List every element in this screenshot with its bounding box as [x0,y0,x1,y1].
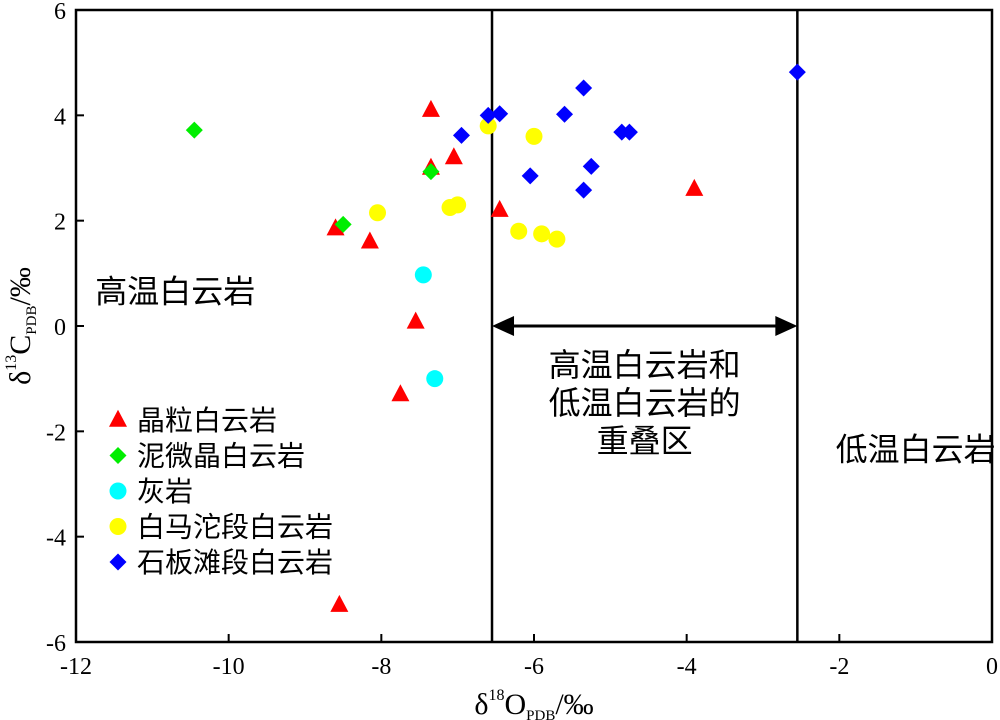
data-point-diamond [334,215,352,233]
data-point-circle [414,266,432,284]
x-axis-title-sub: PDB [526,708,555,720]
region-label-line: 高温白云岩和 [549,346,741,384]
data-point-diamond [491,105,509,123]
y-axis-title: δ13CPDB/‰ [3,267,40,385]
x-axis-title-unit: /‰ [555,688,593,720]
region-label-line: 高温白云岩 [95,272,255,310]
y-tick-label: -4 [46,526,66,552]
y-tick-label: -6 [46,631,66,657]
y-axis-title-sup: 13 [3,355,20,371]
data-point-triangle [391,384,410,402]
x-axis-title-main: O [504,688,526,720]
data-point-triangle [421,99,440,117]
y-tick-label: 0 [54,315,66,341]
data-point-diamond [575,79,593,97]
data-point-triangle [326,218,345,236]
x-tick-label: -6 [524,654,544,680]
data-point-circle [533,225,551,243]
data-point-circle [369,204,387,222]
x-tick-label: -8 [371,654,391,680]
data-point-diamond [422,163,440,181]
legend-label-5: 石板滩段白云岩 [137,546,333,579]
data-point-triangle [406,311,425,329]
x-axis-ticks: -12 -10 -8 -6 -4 -2 0 [60,634,998,680]
y-tick-label: 2 [54,210,66,236]
legend-marker-3 [109,482,127,500]
region-label-line: 重叠区 [597,422,693,460]
x-tick-label: -4 [677,654,697,680]
region-label-1: 高温白云岩 [95,272,255,310]
data-point-circle [479,117,497,135]
legend-marker-1 [109,409,127,427]
y-axis-title-sub: PDB [24,306,40,335]
data-point-diamond [575,181,593,199]
data-point-circle [548,230,566,248]
arrow-head-left [492,316,515,336]
data-points [185,63,806,612]
data-point-triangle [360,231,379,249]
y-axis-title-symbol: δ [4,371,37,385]
data-point-circle [449,196,467,214]
overlap-range-arrow [492,316,798,336]
data-point-circle [510,222,528,240]
y-axis-title-unit: /‰ [4,267,37,305]
legend-marker-5 [109,553,127,571]
region-label-line: 低温白云岩的 [549,384,741,422]
legend-label-3: 灰岩 [137,475,193,508]
y-tick-label: -2 [46,420,66,446]
data-point-diamond [521,167,539,185]
data-point-diamond [582,157,600,175]
x-axis-title-sup: 18 [488,687,504,704]
data-point-diamond [452,126,470,144]
y-axis-title-main: C [4,335,37,355]
region-label-line: 低温白云岩 [836,430,996,468]
y-tick-label: 4 [54,104,66,130]
data-point-triangle [444,147,463,165]
legend-label-4: 白马沱段白云岩 [137,511,333,544]
data-point-diamond [185,121,203,139]
data-point-diamond [620,123,638,141]
data-point-triangle [685,178,704,196]
y-tick-label: 6 [54,0,66,25]
legend-marker-4 [109,518,127,535]
y-axis-ticks: -6 -4 -2 0 2 4 6 [46,0,84,657]
x-axis-title: δ18OPDB/‰ [474,687,593,720]
data-point-circle [525,127,543,145]
region-label-2: 高温白云岩和低温白云岩的重叠区 [549,346,741,460]
x-tick-label: -2 [829,654,849,680]
legend-marker-2 [109,447,127,464]
data-point-circle [426,370,444,388]
data-point-triangle [330,594,349,612]
x-axis-title-symbol: δ [474,688,488,720]
data-point-triangle [490,199,509,217]
x-tick-label: 0 [986,654,998,680]
x-tick-label: -12 [60,654,92,680]
data-point-diamond [788,63,806,81]
data-point-diamond [556,105,574,123]
data-point-diamond [479,106,497,124]
x-tick-label: -10 [213,654,245,680]
region-label-3: 低温白云岩 [836,430,996,468]
legend-label-1: 晶粒白云岩 [137,404,277,437]
legend-label-2: 泥微晶白云岩 [137,440,305,473]
arrow-head-right [775,316,798,336]
